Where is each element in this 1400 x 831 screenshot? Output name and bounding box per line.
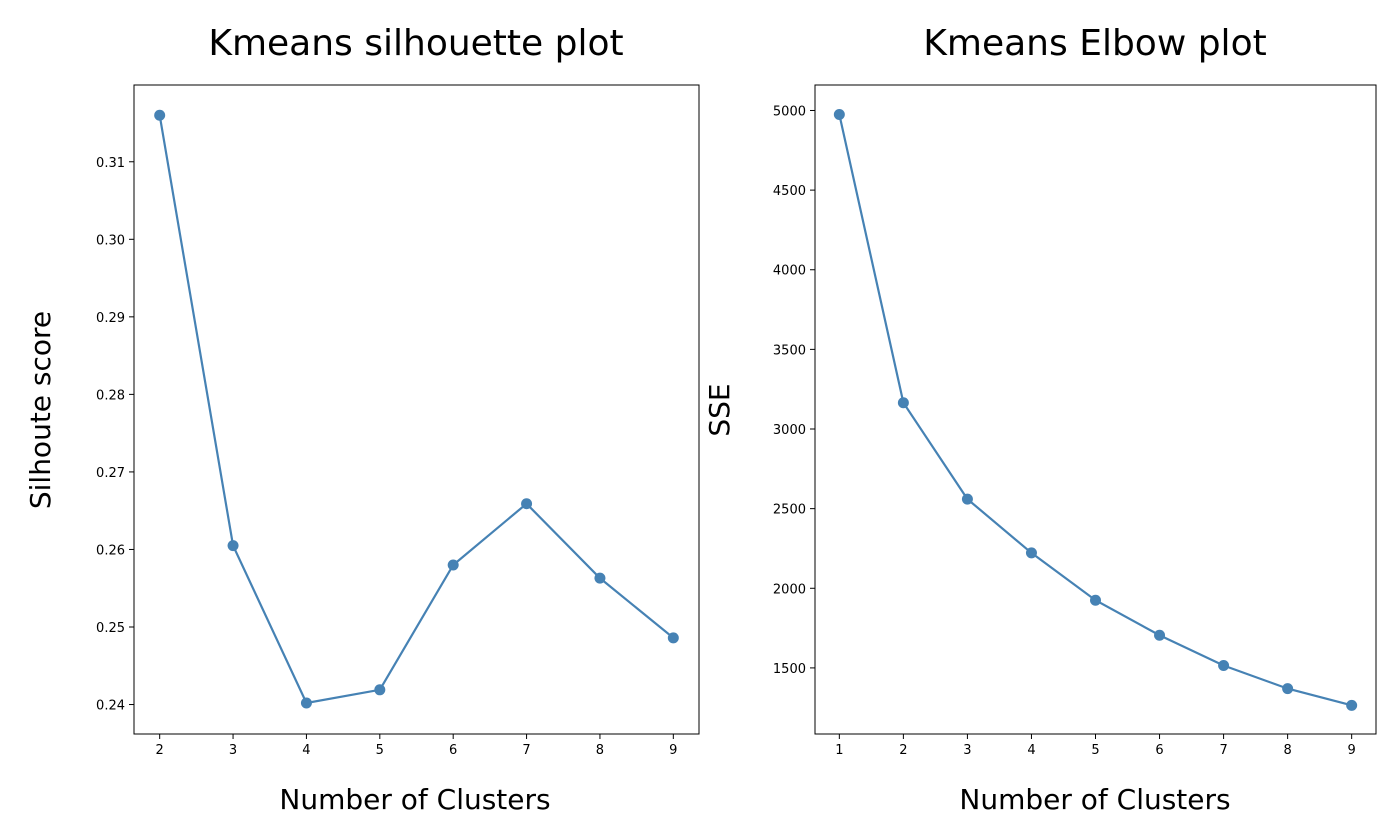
- silhouette-chart: Kmeans silhouette plot 2 3 4 5 6 7 8 9 0.24 0.25 0…: [24, 23, 700, 816]
- silhouette-chart-title: Kmeans silhouette plot: [208, 23, 623, 64]
- elbow-chart-title: Kmeans Elbow plot: [923, 23, 1266, 64]
- silhouette-y-tick-label: 0.24: [96, 699, 125, 714]
- silhouette-x-axis-title: Number of Clusters: [279, 783, 550, 816]
- silhouette-y-tick-label: 0.28: [96, 388, 125, 403]
- silhouette-y-tick-label: 0.25: [96, 621, 125, 636]
- elbow-y-tick-label: 1500: [773, 662, 806, 677]
- silhouette-y-tick-label: 0.29: [96, 311, 125, 326]
- elbow-x-tick-label: 8: [1283, 743, 1291, 758]
- elbow-data-point: [1346, 699, 1358, 711]
- silhouette-series: [154, 109, 679, 709]
- silhouette-data-point: [374, 684, 386, 696]
- elbow-x-tick-label: 5: [1091, 743, 1099, 758]
- elbow-data-point: [961, 493, 973, 505]
- silhouette-plot-frame: [133, 84, 700, 735]
- elbow-x-tick-label: 6: [1155, 743, 1163, 758]
- elbow-x-tick-label: 9: [1348, 743, 1356, 758]
- elbow-y-tick-label: 2000: [773, 582, 806, 597]
- elbow-y-tick-label: 2500: [773, 503, 806, 518]
- elbow-data-point: [1025, 547, 1037, 559]
- elbow-y-tick-label: 5000: [773, 104, 806, 119]
- elbow-y-tick-label: 3000: [773, 423, 806, 438]
- elbow-x-axis-title: Number of Clusters: [959, 783, 1230, 816]
- silhouette-data-point: [300, 697, 312, 709]
- silhouette-x-tick-label: 3: [229, 743, 237, 758]
- silhouette-data-point: [521, 498, 533, 510]
- silhouette-x-tick-label: 6: [449, 743, 457, 758]
- elbow-y-tick-label: 3500: [773, 343, 806, 358]
- elbow-data-point: [1282, 683, 1294, 695]
- elbow-x-tick-label: 7: [1219, 743, 1227, 758]
- elbow-y-tick-label: 4500: [773, 184, 806, 199]
- elbow-x-tick-label: 4: [1027, 743, 1035, 758]
- silhouette-data-point: [154, 109, 166, 121]
- silhouette-data-point: [447, 559, 459, 571]
- silhouette-x-tick-label: 2: [156, 743, 164, 758]
- silhouette-data-point: [594, 572, 606, 584]
- silhouette-axes: 2 3 4 5 6 7 8 9 0.24 0.25 0.26 0.27 0.28 0.29 0.30 0.31: [96, 156, 677, 758]
- silhouette-x-tick-label: 8: [596, 743, 604, 758]
- elbow-y-tick-label: 4000: [773, 264, 806, 279]
- silhouette-data-point: [667, 632, 679, 644]
- silhouette-y-tick-label: 0.27: [96, 466, 125, 481]
- silhouette-series-line: [158, 115, 675, 705]
- elbow-y-axis-title: SSE: [703, 383, 736, 436]
- silhouette-x-tick-label: 9: [669, 743, 677, 758]
- elbow-series: [833, 108, 1358, 711]
- elbow-chart: Kmeans Elbow plot 1 2 3 4 5 6 7 8 9 1500 2000 2500 3…: [703, 23, 1377, 816]
- elbow-x-tick-label: 1: [835, 743, 843, 758]
- elbow-x-tick-label: 2: [899, 743, 907, 758]
- silhouette-x-tick-label: 5: [376, 743, 384, 758]
- silhouette-x-tick-label: 4: [302, 743, 310, 758]
- elbow-data-point: [1218, 660, 1230, 672]
- elbow-data-point: [833, 108, 845, 120]
- silhouette-x-tick-label: 7: [522, 743, 530, 758]
- elbow-data-point: [1090, 594, 1101, 606]
- elbow-x-tick-label: 3: [963, 743, 971, 758]
- elbow-axes: 1 2 3 4 5 6 7 8 9 1500 2000 2500 3000 3500 4000 4500 500…: [773, 104, 1356, 758]
- silhouette-y-tick-label: 0.31: [96, 156, 125, 171]
- elbow-data-point: [897, 397, 909, 409]
- elbow-data-point: [1154, 629, 1166, 641]
- silhouette-y-axis-title: Silhoute score: [24, 311, 57, 509]
- silhouette-y-tick-label: 0.26: [96, 543, 125, 558]
- silhouette-data-point: [227, 540, 239, 552]
- silhouette-y-tick-label: 0.30: [96, 233, 125, 248]
